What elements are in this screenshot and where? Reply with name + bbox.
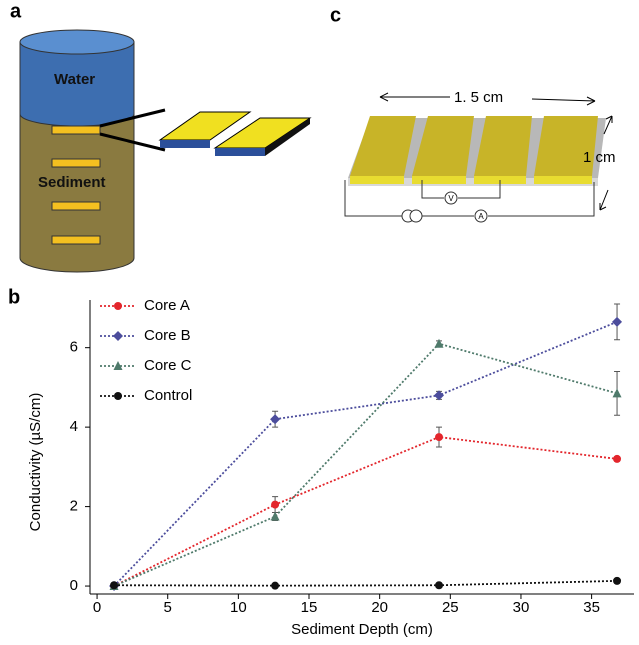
legend-marker [113, 331, 123, 341]
x-tick-label: 25 [442, 599, 459, 616]
marker [271, 501, 279, 509]
y-axis-label: Conductivity (µS/cm) [27, 393, 44, 532]
y-tick-label: 4 [70, 418, 78, 435]
y-tick-label: 6 [70, 339, 78, 356]
legend-marker [114, 392, 122, 400]
y-tick-label: 2 [70, 498, 78, 515]
x-tick-label: 5 [164, 599, 172, 616]
water-label: Water [54, 71, 95, 88]
y-tick-label: 0 [70, 577, 78, 594]
voltmeter-label: V [448, 194, 454, 203]
legend-label: Control [144, 387, 192, 404]
legend-label: Core A [144, 297, 190, 314]
figure: a Water Sediment c 1. 5 cm 1 cm V A [0, 0, 639, 640]
legend-label: Core B [144, 327, 191, 344]
marker [435, 581, 443, 589]
series-line [114, 581, 617, 586]
marker [613, 388, 622, 397]
panel-label: b [8, 286, 20, 308]
chart: 0 5 10 15 20 25 30 35 0 2 4 6 Sediment Depth (cm) Con… [27, 297, 634, 638]
x-axis-label: Sediment Depth (cm) [291, 621, 433, 638]
electrode-chip [345, 93, 612, 222]
series-line [114, 437, 617, 586]
marker [612, 317, 622, 327]
series-line [114, 344, 617, 586]
marker [271, 582, 279, 590]
x-tick-label: 35 [583, 599, 600, 616]
marker [613, 455, 621, 463]
x-tick-label: 10 [230, 599, 247, 616]
panel-label: c [330, 4, 341, 26]
page: {"panels": { "a": {"label": "a", "water"… [0, 0, 639, 645]
x-tick-label: 0 [93, 599, 101, 616]
marker [434, 390, 444, 400]
height-label: 1 cm [583, 149, 616, 166]
x-tick-label: 15 [301, 599, 318, 616]
x-tick-label: 20 [371, 599, 388, 616]
panel-label: a [10, 0, 22, 22]
sediment-label: Sediment [38, 174, 106, 191]
marker [435, 339, 444, 348]
marker [270, 414, 280, 424]
legend-label: Core C [144, 357, 192, 374]
width-label: 1. 5 cm [454, 89, 503, 106]
legend-marker [114, 302, 122, 310]
marker [435, 433, 443, 441]
x-tick-label: 30 [513, 599, 530, 616]
sediment-core [20, 30, 310, 272]
ammeter-label: A [478, 212, 484, 221]
marker [110, 581, 118, 589]
marker [613, 577, 621, 585]
